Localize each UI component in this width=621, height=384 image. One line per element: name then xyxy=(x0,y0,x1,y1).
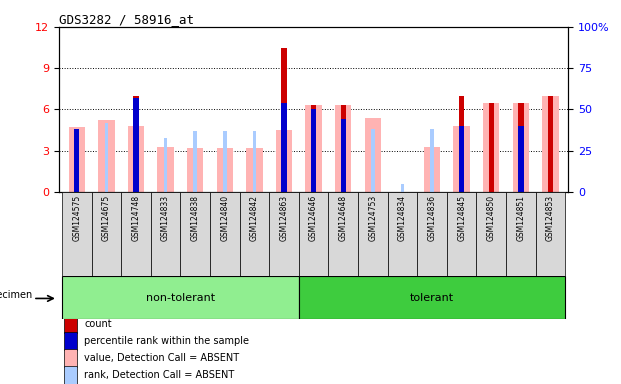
Bar xyxy=(388,192,417,276)
Bar xyxy=(311,105,316,192)
Bar xyxy=(424,147,440,192)
Bar xyxy=(365,118,381,192)
Text: GSM124842: GSM124842 xyxy=(250,195,259,240)
Text: non-tolerant: non-tolerant xyxy=(146,293,215,303)
Bar xyxy=(193,131,197,192)
Text: GDS3282 / 58916_at: GDS3282 / 58916_at xyxy=(59,13,194,26)
Bar xyxy=(513,103,529,192)
Bar xyxy=(299,192,329,276)
Bar xyxy=(518,103,524,192)
Bar xyxy=(74,129,79,192)
Bar xyxy=(417,192,447,276)
Bar xyxy=(62,276,299,319)
Bar xyxy=(217,148,233,192)
Text: GSM124834: GSM124834 xyxy=(398,195,407,241)
Bar xyxy=(180,192,210,276)
Bar xyxy=(64,366,77,384)
Bar xyxy=(121,192,151,276)
Bar xyxy=(329,192,358,276)
Bar xyxy=(240,192,269,276)
Bar xyxy=(64,315,77,333)
Bar xyxy=(453,126,469,192)
Text: GSM124863: GSM124863 xyxy=(279,195,289,241)
Bar xyxy=(536,192,565,276)
Text: GSM124838: GSM124838 xyxy=(191,195,200,240)
Text: tolerant: tolerant xyxy=(410,293,454,303)
Text: GSM124853: GSM124853 xyxy=(546,195,555,241)
Text: GSM124675: GSM124675 xyxy=(102,195,111,241)
Bar xyxy=(489,103,494,192)
Bar xyxy=(311,109,316,192)
Bar xyxy=(299,276,565,319)
Text: GSM124851: GSM124851 xyxy=(516,195,525,240)
Bar xyxy=(187,148,203,192)
Bar xyxy=(306,105,322,192)
Text: GSM124840: GSM124840 xyxy=(220,195,229,241)
Text: GSM124646: GSM124646 xyxy=(309,195,318,241)
Text: value, Detection Call = ABSENT: value, Detection Call = ABSENT xyxy=(84,353,240,363)
Bar xyxy=(210,192,240,276)
Bar xyxy=(158,147,174,192)
Bar xyxy=(401,184,404,192)
Text: GSM124648: GSM124648 xyxy=(338,195,348,241)
Bar xyxy=(68,127,85,192)
Bar xyxy=(340,105,346,192)
Bar xyxy=(459,96,465,192)
Text: percentile rank within the sample: percentile rank within the sample xyxy=(84,336,250,346)
Bar xyxy=(335,105,351,192)
Bar xyxy=(64,349,77,367)
Bar xyxy=(253,131,256,192)
Text: GSM124836: GSM124836 xyxy=(427,195,437,241)
Bar xyxy=(64,332,77,350)
Bar xyxy=(151,192,180,276)
Bar xyxy=(269,192,299,276)
Bar xyxy=(223,131,227,192)
Bar xyxy=(276,130,292,192)
Bar xyxy=(430,129,434,192)
Bar xyxy=(506,192,536,276)
Bar xyxy=(247,148,263,192)
Bar xyxy=(104,122,108,192)
Bar xyxy=(134,98,138,192)
Bar xyxy=(164,137,167,192)
Text: count: count xyxy=(84,319,112,329)
Bar xyxy=(281,103,287,192)
Text: GSM124575: GSM124575 xyxy=(72,195,81,241)
Bar xyxy=(128,126,144,192)
Bar xyxy=(312,121,315,192)
Text: GSM124845: GSM124845 xyxy=(457,195,466,241)
Text: GSM124748: GSM124748 xyxy=(132,195,140,241)
Bar xyxy=(371,129,374,192)
Bar xyxy=(447,192,476,276)
Bar xyxy=(483,103,499,192)
Bar xyxy=(98,121,114,192)
Bar xyxy=(542,96,559,192)
Bar xyxy=(549,122,552,192)
Text: GSM124753: GSM124753 xyxy=(368,195,378,241)
Bar xyxy=(134,96,138,192)
Bar xyxy=(340,119,346,192)
Text: GSM124850: GSM124850 xyxy=(487,195,496,241)
Bar xyxy=(91,192,121,276)
Bar xyxy=(489,122,493,192)
Bar xyxy=(459,126,465,192)
Bar xyxy=(476,192,506,276)
Bar xyxy=(281,48,287,192)
Text: GSM124833: GSM124833 xyxy=(161,195,170,241)
Bar xyxy=(548,96,553,192)
Text: rank, Detection Call = ABSENT: rank, Detection Call = ABSENT xyxy=(84,370,235,380)
Bar xyxy=(358,192,388,276)
Bar xyxy=(518,126,524,192)
Bar xyxy=(62,192,91,276)
Text: specimen: specimen xyxy=(0,290,32,301)
